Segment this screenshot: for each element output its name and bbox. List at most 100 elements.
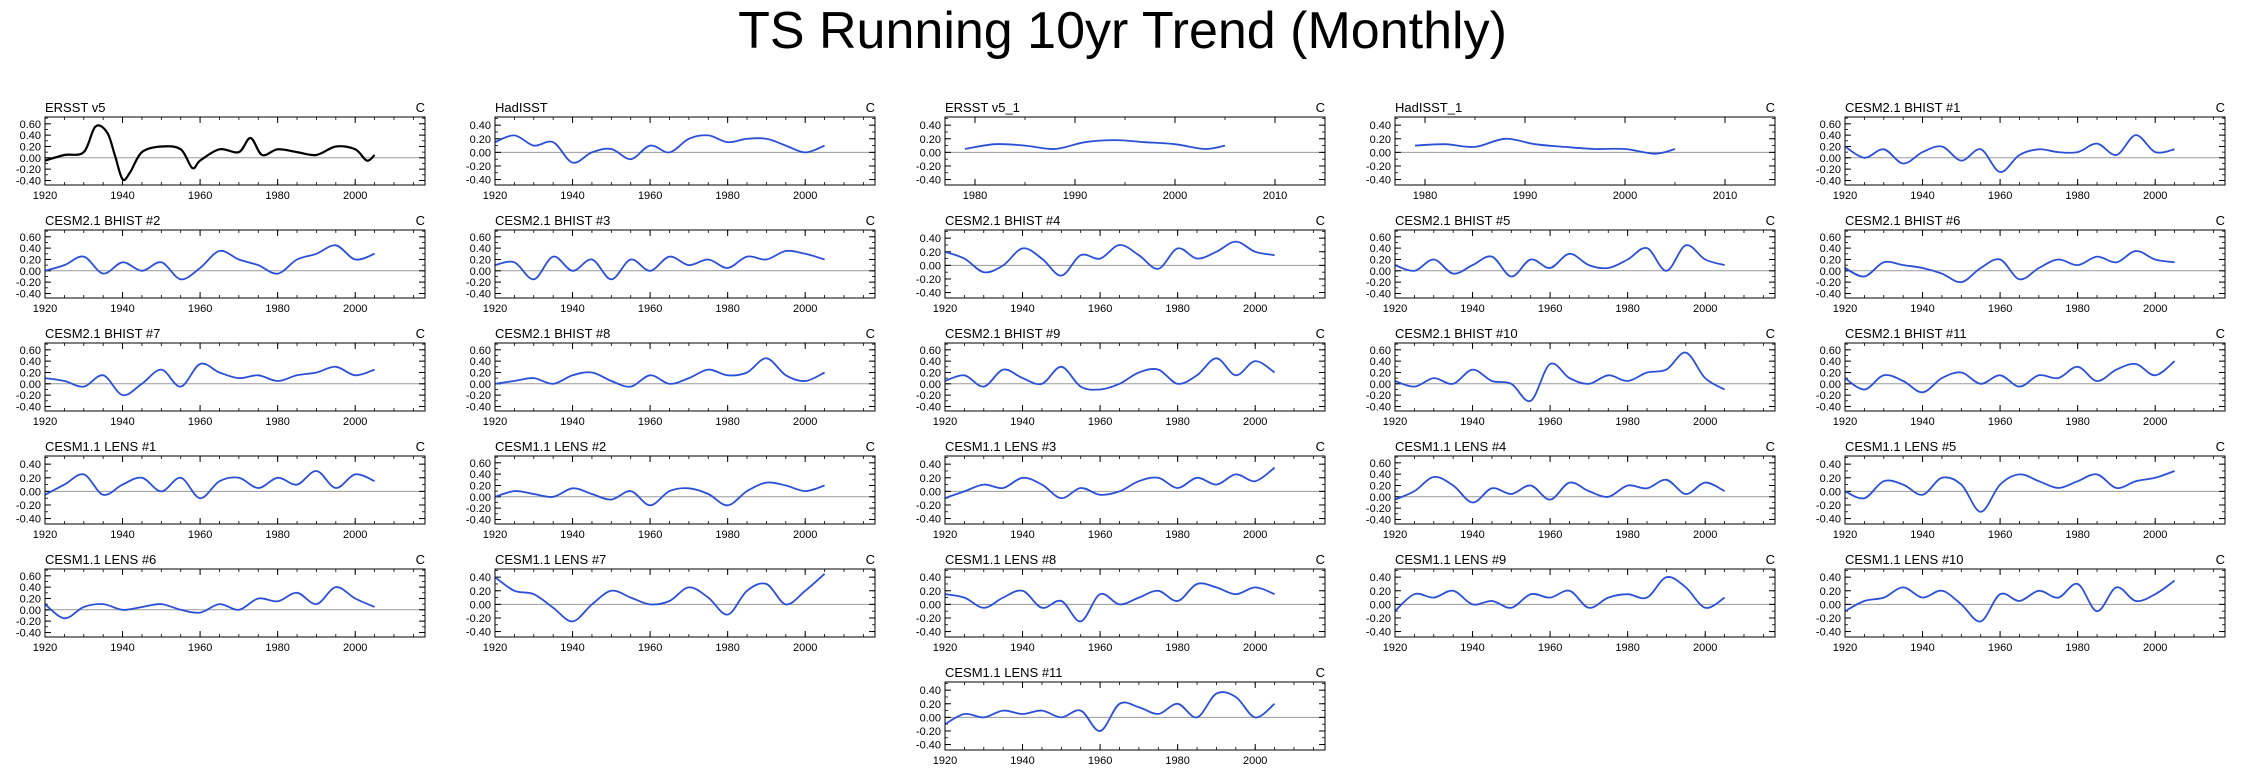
x-tick-label: 2000 bbox=[793, 190, 817, 202]
y-tick-label: 0.20 bbox=[920, 134, 941, 146]
y-tick-label: 0.00 bbox=[920, 712, 941, 724]
y-tick-label: 0.20 bbox=[1820, 586, 1841, 598]
panel-units: C bbox=[1766, 552, 1775, 567]
x-tick-label: 1920 bbox=[1383, 642, 1407, 654]
y-tick-label: -0.40 bbox=[916, 514, 941, 526]
panel-17: 1920 1940 1960 1980 2000-0.40-0.200.000.200.… bbox=[466, 439, 876, 541]
y-tick-label: 0.40 bbox=[20, 243, 41, 255]
y-tick-label: 0.20 bbox=[1820, 473, 1841, 485]
y-tick-label: 0.40 bbox=[1370, 356, 1391, 368]
x-tick-label: 1960 bbox=[1088, 755, 1112, 767]
panel-24: 1920 1940 1960 1980 2000 -0.40 -0.20 0.000.20 0.… bbox=[1366, 552, 1776, 654]
panel-title: CESM2.1 BHIST #1 bbox=[1845, 100, 1960, 115]
plot-frame bbox=[1394, 229, 1776, 299]
panel-units: C bbox=[866, 213, 875, 228]
y-tick-label: -0.40 bbox=[16, 288, 41, 300]
y-tick-label: 0.60 bbox=[1820, 345, 1841, 357]
panel-20: 1920 1940 1960 1980 2000 -0.40 -0.20 0.000.20 0.… bbox=[1816, 439, 2226, 541]
panel-11: 1920 1940 1960 1980 2000-0.40-0.200.000.200.… bbox=[16, 326, 426, 428]
x-tick-label: 1920 bbox=[483, 529, 507, 541]
x-tick-label: 1960 bbox=[638, 416, 662, 428]
y-tick-label: 0.40 bbox=[1820, 356, 1841, 368]
x-tick-label: 1920 bbox=[933, 529, 957, 541]
series-line bbox=[944, 240, 1275, 277]
y-tick-label: 0.20 bbox=[1820, 367, 1841, 379]
x-tick-label: 1940 bbox=[560, 529, 584, 541]
panel-title: CESM1.1 LENS #9 bbox=[1395, 552, 1506, 567]
x-tick-label: 1940 bbox=[560, 190, 584, 202]
panel-title: CESM1.1 LENS #3 bbox=[945, 439, 1056, 454]
x-tick-label: 2000 bbox=[793, 303, 817, 315]
panel-units: C bbox=[2216, 326, 2225, 341]
x-tick-label: 2000 bbox=[793, 529, 817, 541]
panel-13: 1920 1940 1960 1980 2000-0.40-0.200.000.200.… bbox=[916, 326, 1326, 428]
x-tick-label: 1980 bbox=[265, 529, 289, 541]
x-tick-label: 2010 bbox=[1713, 190, 1737, 202]
plot-frame bbox=[494, 568, 876, 638]
x-tick-label: 1940 bbox=[110, 190, 134, 202]
panel-units: C bbox=[1766, 213, 1775, 228]
panel-units: C bbox=[416, 100, 425, 115]
y-tick-label: 0.00 bbox=[20, 379, 41, 391]
panel-units: C bbox=[1766, 326, 1775, 341]
y-tick-label: -0.20 bbox=[1366, 613, 1391, 625]
y-tick-label: 0.00 bbox=[920, 486, 941, 498]
panel-19: 1920 1940 1960 1980 2000-0.40-0.200.000.200.… bbox=[1366, 439, 1776, 541]
plot-frame bbox=[944, 568, 1326, 638]
y-tick-label: -0.40 bbox=[1816, 627, 1841, 639]
x-tick-label: 1980 bbox=[265, 416, 289, 428]
plot-frame bbox=[1844, 116, 2226, 186]
y-tick-label: 0.40 bbox=[470, 356, 491, 368]
x-tick-label: 1940 bbox=[1460, 642, 1484, 654]
y-tick-label: -0.20 bbox=[1366, 277, 1391, 289]
plot-frame bbox=[944, 681, 1326, 751]
y-tick-label: -0.20 bbox=[16, 164, 41, 176]
x-tick-label: 2000 bbox=[343, 303, 367, 315]
panel-title: CESM2.1 BHIST #6 bbox=[1845, 213, 1960, 228]
x-tick-label: 1960 bbox=[638, 190, 662, 202]
series-line bbox=[944, 466, 1276, 500]
x-tick-label: 1980 bbox=[2065, 642, 2089, 654]
x-tick-label: 1920 bbox=[1833, 303, 1857, 315]
y-tick-label: 0.20 bbox=[20, 593, 41, 605]
x-tick-label: 1940 bbox=[1010, 416, 1034, 428]
x-tick-label: 2000 bbox=[1243, 529, 1267, 541]
y-tick-label: -0.40 bbox=[466, 514, 491, 526]
panel-units: C bbox=[416, 326, 425, 341]
panel-plot-area: 1920 1940 1960 1980 2000-0.40-0.200.000.200.… bbox=[466, 100, 876, 202]
plot-frame bbox=[44, 568, 426, 638]
y-tick-label: -0.40 bbox=[466, 175, 491, 187]
y-tick-label: 0.60 bbox=[1820, 119, 1841, 131]
y-tick-label: 0.20 bbox=[920, 367, 941, 379]
x-tick-label: 1920 bbox=[1383, 529, 1407, 541]
x-tick-label: 1980 bbox=[2065, 303, 2089, 315]
y-tick-label: 0.60 bbox=[20, 345, 41, 357]
x-tick-label: 1920 bbox=[483, 642, 507, 654]
panel-title: CESM2.1 BHIST #10 bbox=[1395, 326, 1518, 341]
x-tick-label: 1980 bbox=[2065, 190, 2089, 202]
y-tick-label: 0.20 bbox=[1820, 254, 1841, 266]
series-line bbox=[944, 691, 1276, 732]
y-tick-label: 0.00 bbox=[1370, 147, 1391, 159]
y-tick-label: 0.20 bbox=[1370, 254, 1391, 266]
y-tick-label: -0.20 bbox=[1816, 277, 1841, 289]
y-tick-label: 0.60 bbox=[20, 232, 41, 244]
x-tick-label: 1920 bbox=[1833, 642, 1857, 654]
panel-2: 1920 1940 1960 1980 2000 -0.40 -0.20 0.000.20 0.… bbox=[466, 100, 876, 202]
y-tick-label: 0.00 bbox=[1820, 266, 1841, 278]
y-tick-label: 0.40 bbox=[470, 469, 491, 481]
x-tick-label: 1940 bbox=[1460, 529, 1484, 541]
x-tick-label: 2000 bbox=[1163, 190, 1187, 202]
y-tick-label: -0.20 bbox=[16, 500, 41, 512]
y-tick-label: 0.40 bbox=[470, 120, 491, 132]
panel-plot-area: 1920 1940 1960 1980 2000-0.40-0.200.000.200.… bbox=[16, 100, 426, 202]
y-tick-label: -0.40 bbox=[1816, 401, 1841, 413]
x-tick-label: 1940 bbox=[1910, 190, 1934, 202]
y-tick-label: -0.20 bbox=[1366, 161, 1391, 173]
series-line bbox=[1844, 470, 2175, 513]
panel-6: 1920 1940 1960 1980 2000-0.40-0.200.000.200.… bbox=[16, 213, 426, 315]
panel-plot-area: 1920 1940 1960 1980 2000-0.40-0.200.000.200.… bbox=[1366, 326, 1776, 428]
x-tick-label: 1960 bbox=[1538, 303, 1562, 315]
x-tick-label: 2000 bbox=[1243, 416, 1267, 428]
